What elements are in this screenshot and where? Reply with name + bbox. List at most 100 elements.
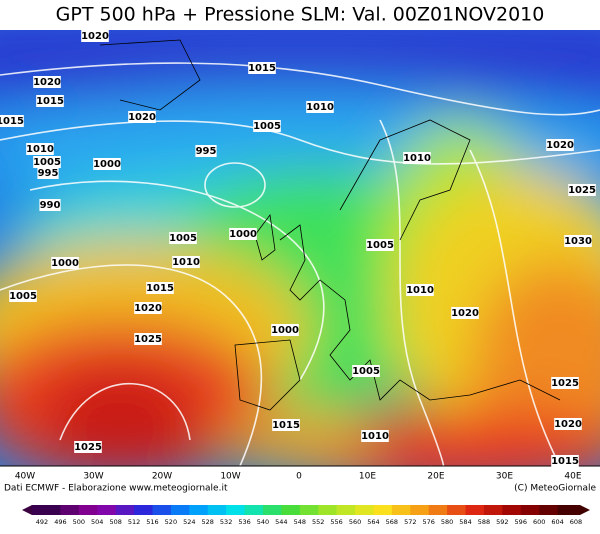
isobar-label: 1010: [306, 102, 334, 113]
colorbar-label: 544: [275, 518, 287, 526]
isobar-label: 1005: [253, 121, 281, 132]
colorbar-swatch: [32, 505, 42, 515]
colorbar-swatch: [281, 505, 301, 515]
isobar-label-bg: [51, 257, 79, 269]
credit: (C) MeteoGiornale: [514, 484, 596, 494]
isobar-label-bg: [366, 239, 394, 251]
colorbar-swatch: [391, 505, 411, 515]
isobar-label: 1020: [134, 303, 162, 314]
colorbar-label: 560: [349, 518, 361, 526]
isobar-label: 1025: [551, 378, 579, 389]
colorbar-swatch: [115, 505, 135, 515]
colorbar-label: 572: [404, 518, 416, 526]
colorbar-swatch: [502, 505, 522, 515]
colorbar-label: 524: [183, 518, 195, 526]
isobar-label: 1010: [361, 431, 389, 442]
colorbar-label: 492: [36, 518, 48, 526]
colorbar-label: 568: [386, 518, 398, 526]
colorbar-label: 532: [220, 518, 232, 526]
colorbar-label: 500: [73, 518, 85, 526]
isobar-label-bg: [253, 120, 281, 132]
map-title: GPT 500 hPa + Pressione SLM: Val. 00Z01N…: [56, 4, 545, 26]
isobar-label-bg: [272, 419, 300, 431]
colorbar-swatch: [520, 505, 540, 515]
isobar-label: 1015: [551, 456, 579, 467]
colorbar-swatch: [373, 505, 393, 515]
colorbar-label: 556: [330, 518, 342, 526]
isobar-label: 1025: [568, 185, 596, 196]
isobar-label: 1020: [33, 77, 61, 88]
isobar-label: 1015: [248, 63, 276, 74]
colorbar-arrow: [22, 505, 32, 515]
colorbar-swatch: [226, 505, 246, 515]
isobar-label: 1005: [169, 233, 197, 244]
colorbar-swatch: [428, 505, 448, 515]
isobar-label-bg: [81, 30, 109, 42]
longitude-label: 40W: [15, 472, 35, 482]
colorbar-swatch: [207, 505, 227, 515]
colorbar-swatch: [465, 505, 485, 515]
isobar-label-bg: [134, 302, 162, 314]
colorbar-label: 608: [570, 518, 582, 526]
isobar-label-bg: [229, 228, 257, 240]
colorbar-label: 552: [312, 518, 324, 526]
isobar-label: 1025: [74, 442, 102, 453]
isobar-label: 1005: [33, 157, 61, 168]
longitude-label: 40E: [564, 472, 581, 482]
colorbar-label: 592: [496, 518, 508, 526]
isobar-label-bg: [146, 282, 174, 294]
isobar-label: 1015: [0, 116, 24, 127]
colorbar-swatch: [539, 505, 559, 515]
colorbar-swatch: [410, 505, 430, 515]
longitude-label: 30W: [83, 472, 103, 482]
isobar-label-bg: [546, 139, 574, 151]
colorbar-label: 512: [128, 518, 140, 526]
isobar-label: 1010: [406, 285, 434, 296]
isobar-label-bg: [406, 284, 434, 296]
isobar-label-bg: [195, 145, 217, 157]
colorbar-label: 536: [238, 518, 250, 526]
credit: Dati ECMWF - Elaborazione www.meteogiorn…: [4, 484, 228, 494]
colorbar-swatch: [447, 505, 467, 515]
isobar-label-bg: [169, 232, 197, 244]
isobar-label: 1015: [146, 283, 174, 294]
isobar-label-bg: [74, 441, 102, 453]
colorbar-label: 580: [441, 518, 453, 526]
isobar-label-bg: [128, 111, 156, 123]
colorbar-swatch: [189, 505, 209, 515]
isobar-label-bg: [403, 152, 431, 164]
isobar-label-bg: [451, 307, 479, 319]
colorbar-swatch: [42, 505, 61, 515]
isobar-label-bg: [172, 256, 200, 268]
colorbar-swatch: [152, 505, 172, 515]
colorbar-label: 588: [478, 518, 490, 526]
map: [0, 30, 600, 466]
isobar-label-bg: [93, 158, 121, 170]
isobar-label: 1005: [366, 240, 394, 251]
isobar-label: 995: [38, 168, 59, 179]
isobar-label: 1020: [128, 112, 156, 123]
isobar-label-bg: [554, 418, 582, 430]
isobar-label: 1020: [451, 308, 479, 319]
isobar-label-bg: [306, 101, 334, 113]
colorbar-label: 528: [202, 518, 214, 526]
isobar-label-bg: [37, 167, 59, 179]
colorbar-swatch: [97, 505, 117, 515]
isobar-label-bg: [352, 365, 380, 377]
isobar-label-bg: [33, 76, 61, 88]
isobar-label-bg: [26, 143, 54, 155]
isobar-label: 1020: [554, 419, 582, 430]
isobar-label: 995: [196, 146, 217, 157]
isobar-label: 1005: [9, 291, 37, 302]
isobar-label: 1000: [93, 159, 121, 170]
isobar-label: 1015: [36, 96, 64, 107]
isobar-label: 1000: [229, 229, 257, 240]
colorbar-label: 596: [515, 518, 527, 526]
colorbar-label: 540: [257, 518, 269, 526]
colorbar-swatch: [355, 505, 374, 515]
colorbar-swatch: [299, 505, 319, 515]
isobar-label: 990: [40, 200, 61, 211]
colorbar-swatch: [557, 505, 577, 515]
isobar-label-bg: [564, 235, 592, 247]
